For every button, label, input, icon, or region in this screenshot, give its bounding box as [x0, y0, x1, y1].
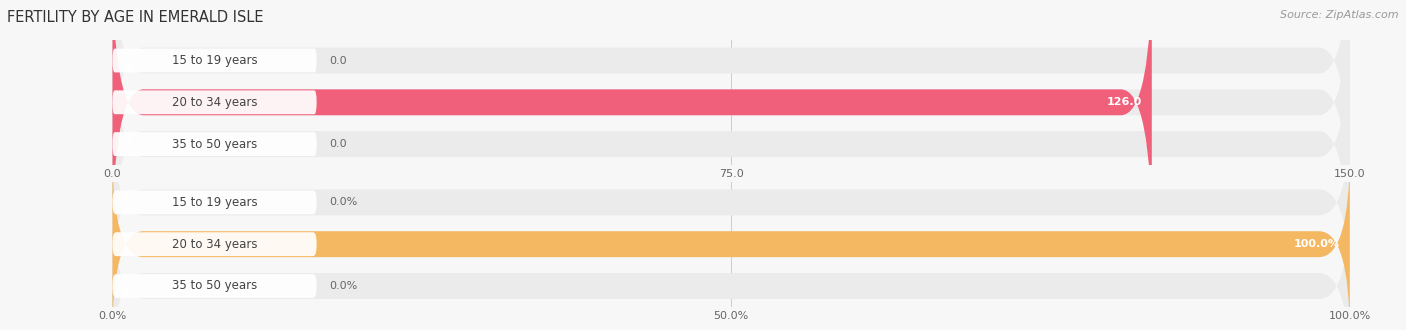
Text: 35 to 50 years: 35 to 50 years	[172, 138, 257, 150]
Text: 20 to 34 years: 20 to 34 years	[172, 238, 257, 251]
Text: 0.0%: 0.0%	[329, 197, 357, 207]
FancyBboxPatch shape	[112, 90, 316, 114]
Text: 15 to 19 years: 15 to 19 years	[172, 196, 257, 209]
FancyBboxPatch shape	[112, 132, 316, 156]
FancyBboxPatch shape	[112, 153, 1350, 330]
Text: Source: ZipAtlas.com: Source: ZipAtlas.com	[1281, 10, 1399, 20]
FancyBboxPatch shape	[112, 153, 1350, 330]
FancyBboxPatch shape	[112, 232, 316, 256]
FancyBboxPatch shape	[112, 111, 1350, 294]
Text: 0.0%: 0.0%	[329, 281, 357, 291]
FancyBboxPatch shape	[112, 49, 316, 72]
Text: 35 to 50 years: 35 to 50 years	[172, 280, 257, 292]
FancyBboxPatch shape	[112, 0, 1350, 246]
Text: 15 to 19 years: 15 to 19 years	[172, 54, 257, 67]
Text: 100.0%: 100.0%	[1294, 239, 1340, 249]
Text: 20 to 34 years: 20 to 34 years	[172, 96, 257, 109]
Text: 0.0: 0.0	[329, 139, 347, 149]
Text: FERTILITY BY AGE IN EMERALD ISLE: FERTILITY BY AGE IN EMERALD ISLE	[7, 10, 263, 25]
FancyBboxPatch shape	[112, 0, 1152, 246]
FancyBboxPatch shape	[112, 194, 1350, 330]
FancyBboxPatch shape	[112, 190, 316, 214]
Text: 0.0: 0.0	[329, 55, 347, 65]
FancyBboxPatch shape	[112, 274, 316, 298]
Text: 126.0: 126.0	[1107, 97, 1142, 107]
FancyBboxPatch shape	[112, 0, 1350, 204]
FancyBboxPatch shape	[112, 0, 1350, 288]
